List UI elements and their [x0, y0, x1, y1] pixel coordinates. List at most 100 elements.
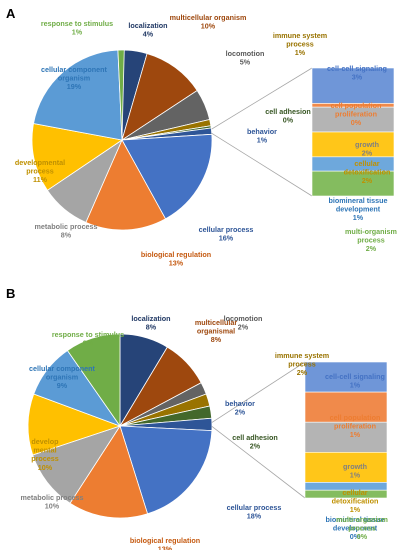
bar-label-5: multi-organism process 2%: [345, 227, 397, 253]
pie-label-4: cell adhesion 0%: [265, 107, 311, 125]
pie-label-percent: 2%: [250, 442, 261, 451]
bar-label-percent: 1%: [350, 471, 361, 480]
bar-label-name-line: cell-cell signaling: [327, 64, 387, 73]
pie-slice-cellular-process: [119, 425, 213, 515]
bar-label-percent: 1%: [350, 381, 361, 390]
bar-label-name-line: cellular: [354, 159, 379, 168]
bar-label-percent: 1%: [350, 505, 361, 514]
bar-label-name-line: cell-cell signaling: [325, 372, 385, 381]
pie-label-name-line: organism: [58, 74, 90, 83]
pie-label-percent: 1%: [257, 136, 268, 145]
pie-label-5: cell adhesion 2%: [232, 433, 278, 451]
pie-slice-response-to-stimulus: [66, 333, 121, 428]
pie-label-name-line: immune system: [275, 351, 329, 360]
bar-label-0: cell-cell signaling 3%: [327, 64, 387, 82]
pie-label-percent: 9%: [57, 381, 68, 390]
pie-label-percent: 5%: [240, 58, 251, 67]
pie-label-6: cellular process 16%: [199, 225, 254, 243]
pie-slice-cellular-process: [121, 133, 213, 220]
pie-label-name-line: locomotion: [224, 314, 263, 323]
bar-label-name-line: process: [357, 236, 385, 245]
bar-label-name-line: biomineral tissue: [325, 515, 384, 524]
bar-label-0: cell-cell signaling 1%: [325, 372, 385, 390]
pie-label-11: response to stimulus 1%: [41, 19, 113, 37]
bar-label-percent: 0%: [350, 532, 361, 541]
bar-segment-cellular-detoxification: [311, 131, 395, 158]
pie-label-name-line: multicellular organism: [170, 13, 247, 22]
bar-label-name-line: detoxification: [344, 168, 391, 177]
pie-label-10: cellular component organism 9%: [29, 364, 96, 390]
pie-label-percent: 8%: [146, 323, 157, 332]
bar-segment-multi-organism-process: [311, 170, 395, 197]
pie-label-percent: 0%: [283, 116, 294, 125]
pie-slice-multicellular-organism: [121, 53, 198, 141]
bar-segment-multi-organism-process: [304, 489, 388, 499]
pie-label-11: response to stimulus 9%: [52, 330, 124, 348]
pie-label-name-line: process: [26, 167, 54, 176]
pie-label-0: localization 4%: [128, 21, 167, 39]
pie-label-percent: 1%: [72, 28, 83, 37]
pie-label-percent: 10%: [38, 463, 53, 472]
pie-label-name-line: process: [286, 40, 314, 49]
bar-label-name-line: growth: [355, 140, 379, 149]
pie-label-3: immune system process 2%: [275, 351, 329, 377]
bar-segment-cell-cell-signaling: [304, 361, 388, 393]
bar-label-percent: 2%: [362, 149, 373, 158]
pie-label-name-line: mental: [33, 446, 56, 455]
bar-label-percent: 1%: [353, 213, 364, 222]
pie-label-percent: 9%: [83, 339, 94, 348]
pie-label-name-line: cellular component: [29, 364, 96, 373]
bar-label-name-line: cell population: [330, 413, 381, 422]
pie-label-2: locomotion 5%: [226, 49, 265, 67]
pie-label-9: develop mental process 10%: [31, 437, 59, 472]
pie-label-6: cellular process 18%: [227, 503, 282, 521]
pie-label-name-line: organismal: [197, 327, 235, 336]
panel-label-b: B: [6, 286, 15, 301]
pie-label-name-line: biological regulation: [141, 250, 211, 259]
pie-label-percent: 4%: [143, 30, 154, 39]
bar-label-name-line: proliferation: [335, 110, 377, 119]
bar-label-name-line: detoxification: [332, 497, 379, 506]
bar-label-name-line: development: [336, 205, 381, 214]
pie-label-percent: 16%: [219, 234, 234, 243]
pie-label-name-line: response to stimulus: [52, 330, 124, 339]
pie-label-percent: 13%: [158, 545, 173, 550]
pie-slice-biological-regulation: [69, 425, 149, 519]
pie-label-8: metabolic process 8%: [34, 222, 97, 240]
pie-label-name-line: cellular process: [227, 503, 282, 512]
pie-label-7: biological regulation 13%: [141, 250, 211, 268]
bar-label-name-line: multi-organism: [345, 227, 397, 236]
pie-slice-cellular-component-organism: [33, 49, 123, 141]
pie-slice-developmental-process: [31, 123, 124, 191]
pie-label-percent: 2%: [238, 323, 249, 332]
bar-label-name-line: biomineral tissue: [328, 196, 387, 205]
bar-segment-cell-population-proliferation: [304, 391, 388, 423]
pie-label-name-line: localization: [128, 21, 167, 30]
pie-label-name-line: process: [31, 454, 59, 463]
bar-label-5: multi-organism process 0%: [336, 515, 388, 541]
pie-label-percent: 8%: [61, 231, 72, 240]
pie-label-5: behavior 1%: [247, 127, 277, 145]
pie-label-7: biological regulation 13%: [130, 536, 200, 550]
bar-label-1: cell population proliferation 1%: [330, 413, 381, 439]
pie-label-name-line: multicellular: [195, 318, 238, 327]
bar-label-2: growth 2%: [355, 140, 379, 158]
bar-label-name-line: development: [333, 524, 378, 533]
leader-line-top: [211, 67, 313, 130]
pie-label-name-line: metabolic process: [34, 222, 97, 231]
bar-label-percent: 3%: [352, 73, 363, 82]
bar-label-percent: 1%: [350, 430, 361, 439]
pie-label-1: multicellular organismal 8%: [195, 318, 238, 344]
pie-label-name-line: process: [288, 360, 316, 369]
bar-label-percent: 2%: [366, 244, 377, 253]
pie-label-percent: 18%: [247, 512, 262, 521]
pie-label-4: behavior 2%: [225, 399, 255, 417]
bar-label-name-line: process: [348, 524, 376, 533]
pie-label-percent: 2%: [297, 368, 308, 377]
bar-label-percent: 0%: [357, 532, 368, 541]
pie-label-name-line: response to stimulus: [41, 19, 113, 28]
bar-label-3: cellular detoxification 2%: [344, 159, 391, 185]
pie-label-name-line: immune system: [273, 31, 327, 40]
pie-label-percent: 19%: [67, 82, 82, 91]
